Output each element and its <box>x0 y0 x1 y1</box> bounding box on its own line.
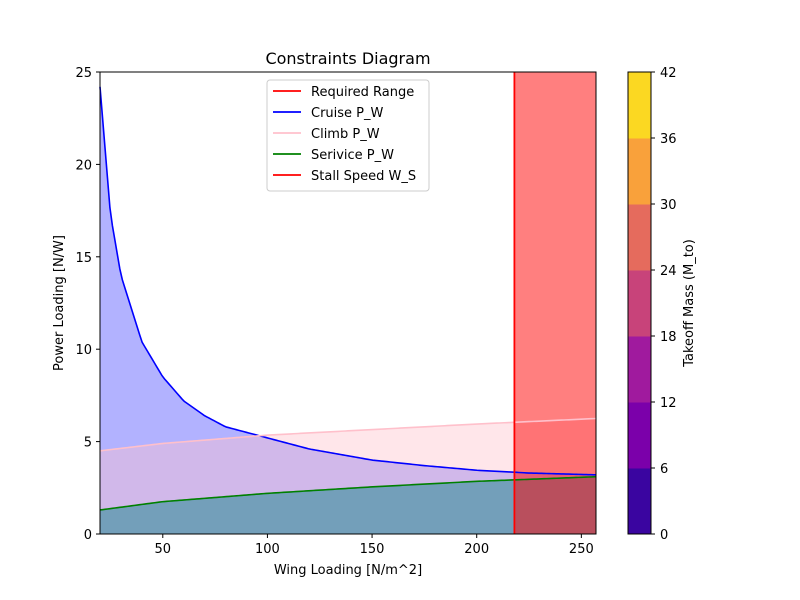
series-line-climb-p-w <box>99 417 597 452</box>
series-lines <box>99 72 597 534</box>
area-fills <box>100 72 596 534</box>
colorbar-tick-label: 24 <box>660 264 677 279</box>
y-tick-label: 20 <box>75 158 92 173</box>
colorbar-tick-label: 42 <box>660 66 677 81</box>
area-fill-climb-p-w <box>100 418 596 534</box>
x-tick-label: 150 <box>360 542 385 557</box>
x-tick-label: 250 <box>569 542 594 557</box>
colorbar-segment <box>628 468 651 535</box>
legend: Required Range Cruise P_W Climb P_W Serivic… <box>266 79 430 192</box>
colorbar-segment <box>628 138 651 205</box>
y-tick-label: 25 <box>75 66 92 81</box>
legend-label: Required Range <box>311 85 414 100</box>
x-tick-label: 200 <box>464 542 489 557</box>
plot-frame <box>99 71 597 535</box>
colorbar-segment <box>628 72 651 139</box>
y-axis-ticks: 0 5 10 15 20 25 <box>75 66 100 543</box>
x-axis-ticks: 50 100 150 200 250 <box>155 534 594 557</box>
colorbar-segment <box>628 204 651 271</box>
colorbar-tick-label: 30 <box>660 198 677 213</box>
y-tick-label: 10 <box>75 343 92 358</box>
y-tick-label: 0 <box>84 528 92 543</box>
chart-title: Constraints Diagram <box>265 49 430 68</box>
colorbar-label: Takeoff Mass (M_to) <box>682 239 697 368</box>
stall-speed-region <box>514 72 596 534</box>
colorbar-tick-label: 12 <box>660 396 677 411</box>
series-line-cruise-p-w <box>99 86 597 476</box>
colorbar: 0 6 12 18 24 30 36 42 <box>627 66 677 543</box>
y-axis-label: Power Loading [N/W] <box>52 235 67 371</box>
legend-label: Stall Speed W_S <box>311 169 416 184</box>
colorbar-segment <box>628 402 651 469</box>
x-axis-label: Wing Loading [N/m^2] <box>274 563 422 578</box>
colorbar-segment <box>628 270 651 337</box>
colorbar-segment <box>628 336 651 403</box>
colorbar-tick-label: 18 <box>660 330 677 345</box>
colorbar-tick-label: 6 <box>660 462 668 477</box>
legend-label: Cruise P_W <box>311 106 384 121</box>
legend-box <box>266 79 430 192</box>
colorbar-frame <box>627 71 652 535</box>
colorbar-tick-label: 36 <box>660 132 677 147</box>
x-tick-label: 100 <box>255 542 280 557</box>
series-line-serivice-p-w <box>99 475 597 511</box>
legend-label: Climb P_W <box>311 127 380 142</box>
area-fill-serivice-p-w <box>100 476 596 534</box>
legend-label: Serivice P_W <box>311 148 394 163</box>
y-tick-label: 5 <box>84 436 92 451</box>
colorbar-tick-label: 0 <box>660 528 668 543</box>
y-tick-label: 15 <box>75 251 92 266</box>
x-tick-label: 50 <box>155 542 172 557</box>
